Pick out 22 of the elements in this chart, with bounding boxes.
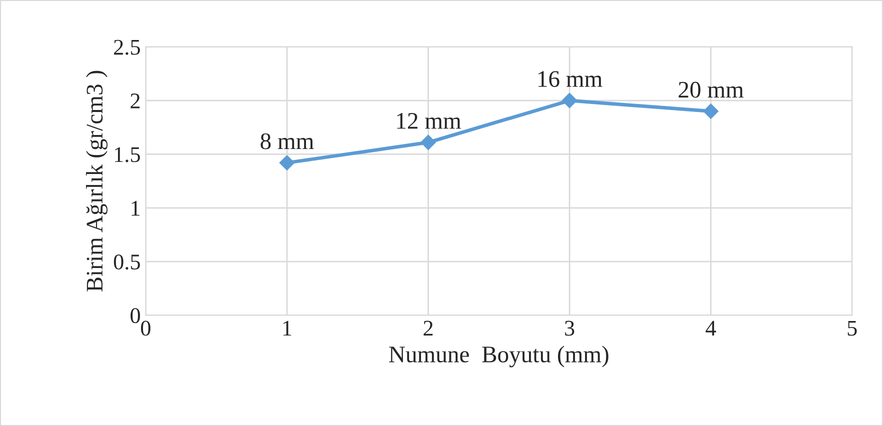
- y-tick-label: 2.5: [114, 40, 140, 55]
- annotation: 8 mm: [260, 133, 314, 150]
- y-tick-label: 1: [132, 200, 140, 216]
- x-tick-label: 1: [283, 320, 292, 336]
- annotation: 12 mm: [397, 113, 462, 129]
- x-tick-label: 5: [848, 320, 857, 336]
- y-axis-title: Birim Ağırlık (gr/cm3 ): [86, 70, 108, 292]
- annotation: 16 mm: [538, 71, 602, 87]
- x-tick-label: 4: [706, 320, 716, 336]
- point: [703, 104, 718, 119]
- x-tick-label: 3: [565, 320, 574, 336]
- y-tick-label: 2: [130, 94, 140, 108]
- point: [420, 134, 436, 150]
- y-tick-label: 1.5: [115, 147, 140, 162]
- point: [562, 92, 578, 108]
- x-tick-label: 2: [424, 320, 433, 336]
- annotation: 20 mm: [678, 82, 744, 98]
- y-tick-label: 0: [130, 308, 140, 324]
- x-axis-title: Numune Boyutu (mm): [389, 346, 608, 368]
- x-tick-label: 0: [140, 320, 150, 336]
- y-tick-label: 0.5: [114, 254, 140, 270]
- point: [279, 155, 295, 170]
